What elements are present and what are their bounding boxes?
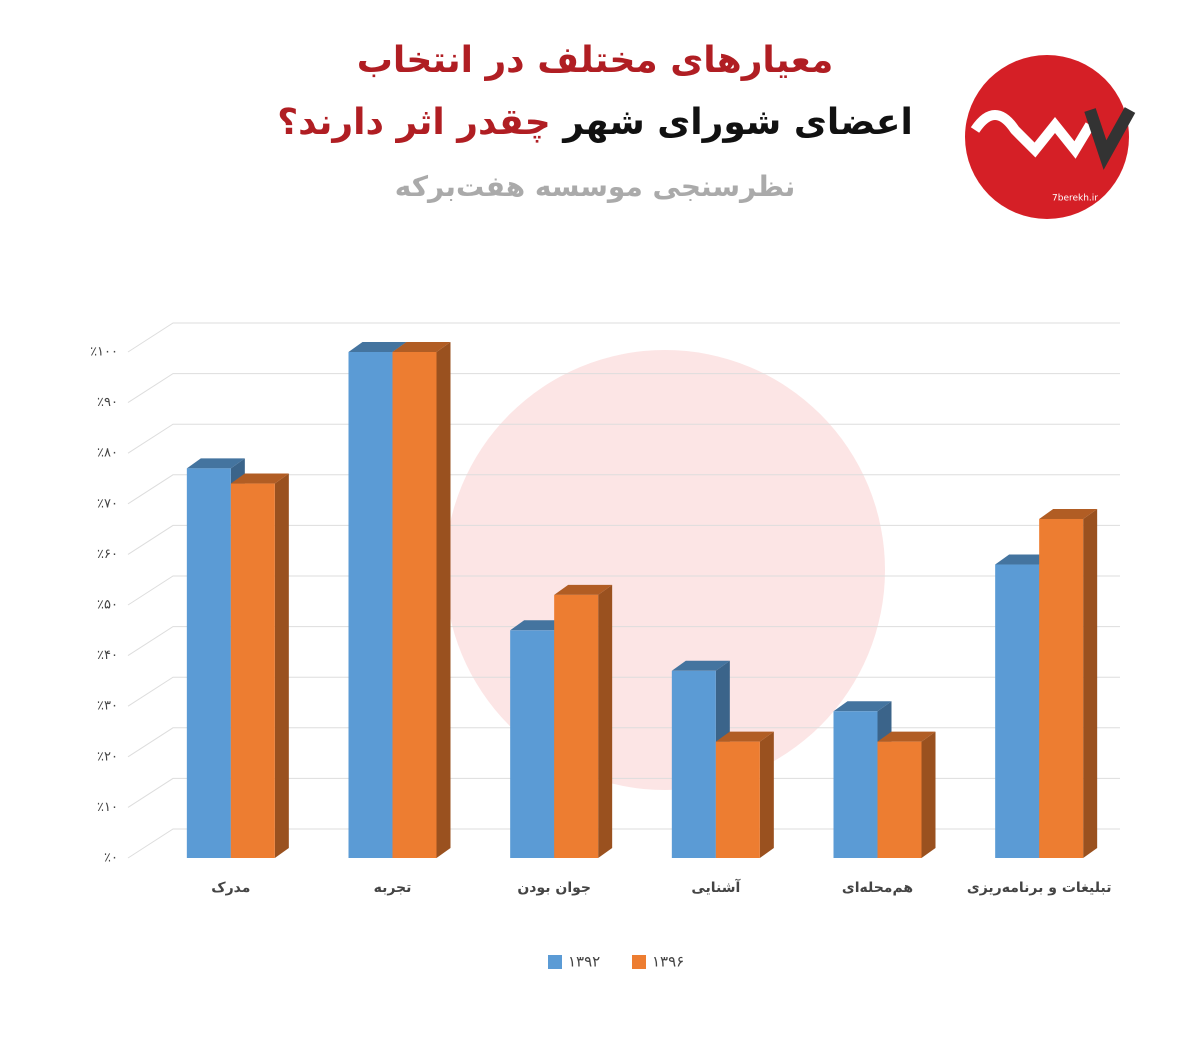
- bar-top: [554, 584, 613, 595]
- x-tick-label: تبلیغات و برنامه‌ریزی: [967, 880, 1112, 896]
- logo-text: 7berekh.ir: [1052, 194, 1098, 204]
- bar-top: [230, 473, 289, 484]
- bar-side: [274, 473, 289, 858]
- y-tick-label: ٪۲۰: [97, 749, 118, 764]
- bar: [995, 564, 1040, 858]
- bar: [671, 670, 716, 858]
- y-tick-label: ٪۱۰: [97, 800, 118, 815]
- bar: [833, 711, 878, 858]
- y-tick-label: ٪۱۰۰: [90, 345, 118, 360]
- bar-side: [759, 731, 774, 858]
- grid-line: [127, 423, 1120, 454]
- bar: [877, 741, 922, 858]
- legend-label: ۱۳۹۶: [652, 953, 684, 971]
- bar-top: [510, 620, 569, 631]
- bar-top: [1039, 508, 1098, 519]
- legend-swatch: [632, 955, 646, 969]
- grid-line: [127, 727, 1120, 758]
- title-line1: معیارهای مختلف در انتخاب: [356, 40, 834, 81]
- title-line2: اعضای شورای شهر چقدر اثر دارند؟: [180, 102, 1010, 143]
- x-tick-label: هم‌محله‌ای: [842, 880, 913, 896]
- bar-side: [921, 731, 936, 858]
- grid-line: [127, 626, 1120, 657]
- y-tick-label: ٪۰: [104, 851, 118, 866]
- bar: [554, 594, 599, 858]
- bar-top: [995, 554, 1054, 565]
- grid-line: [127, 322, 1120, 353]
- bar-side: [598, 584, 613, 858]
- y-tick-label: ٪۵۰: [97, 598, 118, 613]
- grid-line: [127, 575, 1120, 606]
- bar-top: [715, 731, 774, 742]
- bar-top: [392, 342, 451, 352]
- bar: [715, 741, 760, 858]
- bar-top: [671, 660, 730, 671]
- bar-side: [436, 342, 451, 858]
- x-tick-label: آشنایی: [691, 878, 741, 896]
- x-tick-label: مدرک: [211, 880, 250, 896]
- grid-line: [127, 828, 1120, 859]
- y-tick-label: ٪۴۰: [97, 648, 118, 663]
- logo-mark: [970, 110, 1095, 159]
- x-tick-label: جوان بودن: [517, 880, 591, 896]
- bar-top: [833, 701, 892, 712]
- bar-top: [877, 731, 936, 742]
- bar-side: [1083, 508, 1098, 858]
- title-part: چقدر اثر دارند؟: [277, 102, 551, 143]
- y-tick-label: ٪۷۰: [97, 496, 118, 511]
- grid-line: [127, 373, 1120, 404]
- bar: [230, 483, 275, 858]
- y-tick-label: ٪۶۰: [97, 547, 118, 562]
- y-tick-label: ٪۹۰: [97, 395, 118, 410]
- grid-line: [127, 474, 1120, 505]
- bar: [510, 630, 555, 858]
- grid-line: [127, 777, 1120, 808]
- y-tick-label: ٪۸۰: [97, 446, 118, 461]
- legend-label: ۱۳۹۲: [568, 953, 600, 971]
- grid-line: [127, 524, 1120, 555]
- bar: [348, 352, 393, 858]
- x-tick-label: تجربه: [374, 880, 412, 896]
- grid-line: [127, 676, 1120, 707]
- subtitle: نظرسنجی موسسه هفت‌برکه: [394, 170, 796, 203]
- bar-top: [186, 458, 245, 469]
- bar: [392, 352, 437, 858]
- logo-v: [1084, 107, 1136, 170]
- bar: [186, 468, 231, 858]
- title-part: اعضای شورای شهر: [563, 102, 913, 143]
- bar: [1039, 518, 1084, 858]
- y-tick-label: ٪۳۰: [97, 699, 118, 714]
- bar-top: [348, 342, 407, 352]
- legend-swatch: [548, 955, 562, 969]
